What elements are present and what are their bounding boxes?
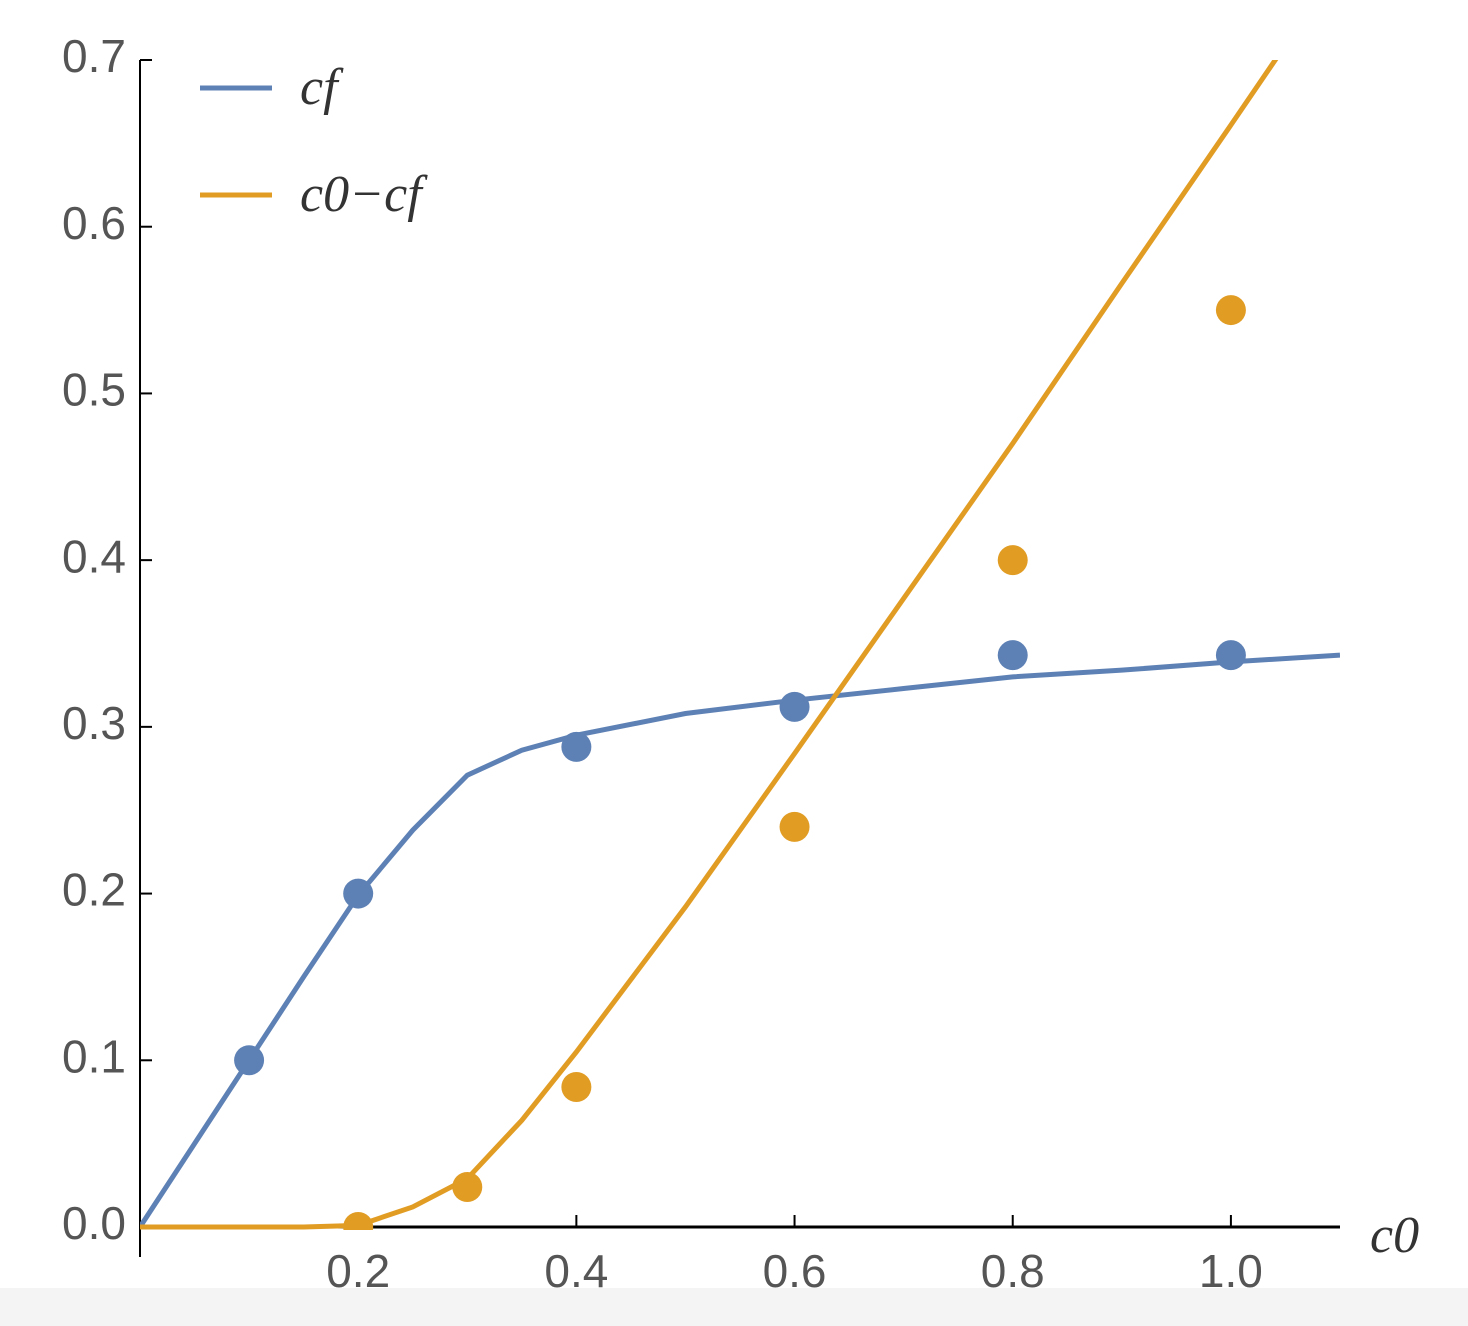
data-point [779, 691, 810, 722]
legend-label: cf [300, 59, 344, 116]
data-point [234, 1045, 265, 1076]
x-tick-label: 0.4 [544, 1245, 608, 1297]
fit-line [140, 60, 1279, 1230]
data-point [1215, 640, 1246, 671]
data-point [452, 1171, 483, 1202]
x-tick-label: 0.6 [763, 1245, 827, 1297]
y-tick-label: 0.5 [62, 364, 126, 416]
data-point [343, 1212, 374, 1230]
data-point [997, 640, 1028, 671]
y-tick-label: 0.1 [62, 1030, 126, 1082]
legend-label: c0−cf [300, 166, 428, 223]
x-tick-label: 0.2 [326, 1245, 390, 1297]
data-point [997, 545, 1028, 576]
data-point [343, 878, 374, 909]
y-tick-label: 0.6 [62, 197, 126, 249]
y-tick-label: 0.2 [62, 864, 126, 916]
plot-area [140, 60, 1340, 1230]
fit-line [140, 652, 1340, 1229]
data-point [779, 811, 810, 842]
x-tick-label: 1.0 [1199, 1245, 1263, 1297]
data-point [1215, 295, 1246, 326]
y-tick-label: 0.4 [62, 530, 126, 582]
y-tick-label: 0.3 [62, 697, 126, 749]
x-tick-label: 0.8 [981, 1245, 1045, 1297]
footer-bar [0, 1288, 1468, 1326]
y-tick-label: 0.7 [62, 30, 126, 82]
y-tick-label: 0.0 [62, 1197, 126, 1249]
x-axis-label: c0 [1370, 1207, 1419, 1264]
data-point [561, 1071, 592, 1102]
data-point [561, 731, 592, 762]
